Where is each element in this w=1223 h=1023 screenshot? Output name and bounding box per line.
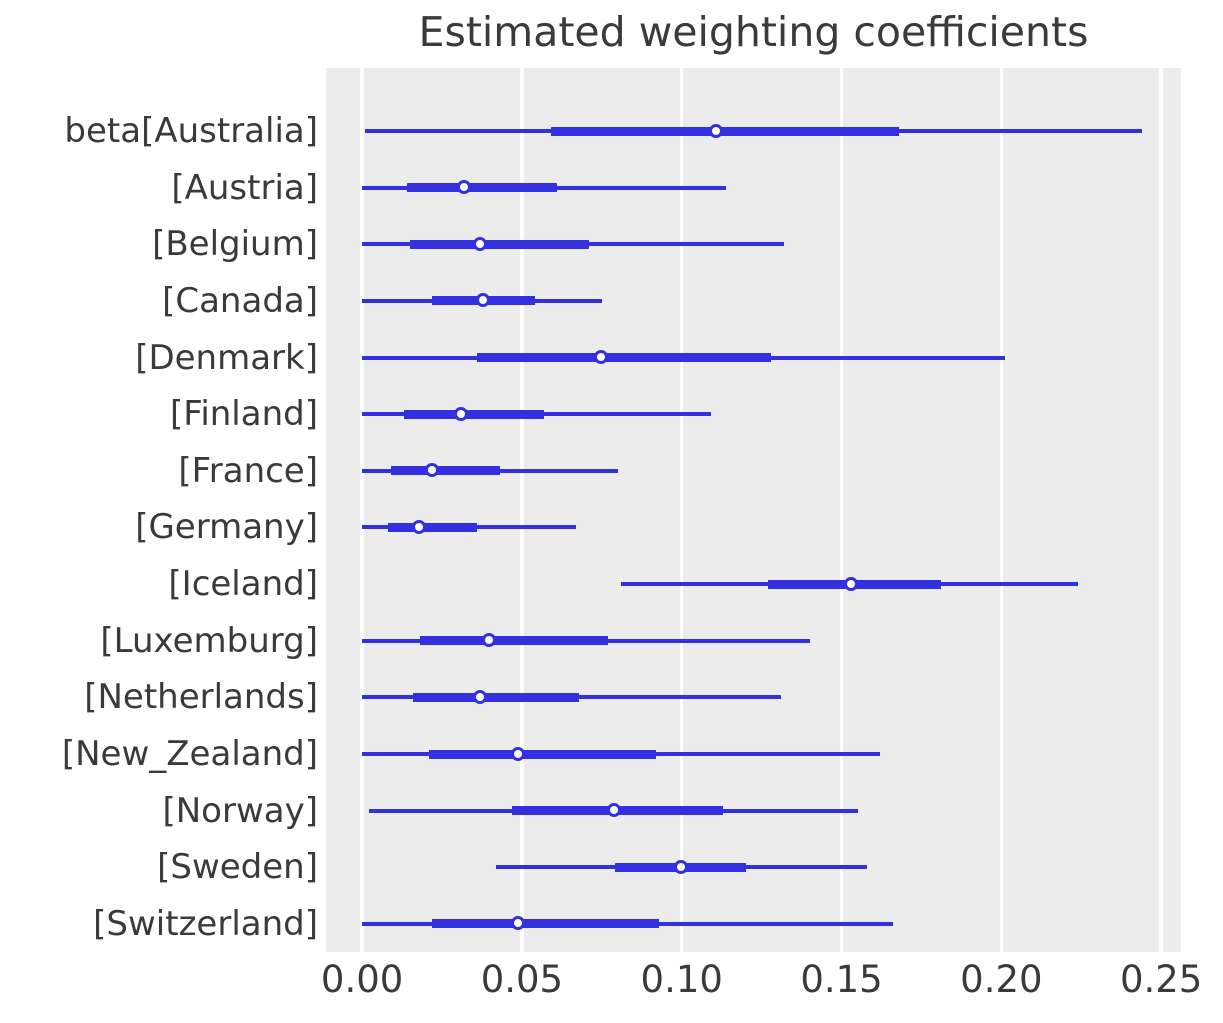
y-tick-label: [Canada] <box>162 280 318 321</box>
y-tick-label: [Finland] <box>169 394 318 435</box>
interval-inner-line <box>410 239 590 249</box>
point-estimate-marker <box>511 746 526 761</box>
point-estimate-marker <box>424 463 439 478</box>
plot-area <box>326 68 1181 952</box>
x-tick-label: 0.00 <box>320 958 404 1001</box>
point-estimate-marker <box>453 406 468 421</box>
point-estimate-marker <box>472 236 487 251</box>
gridline-0.15 <box>839 68 844 952</box>
y-tick-label: [Luxemburg] <box>100 620 318 661</box>
interval-inner-line <box>419 636 609 646</box>
point-estimate-marker <box>482 633 497 648</box>
point-estimate-marker <box>594 350 609 365</box>
point-estimate-marker <box>674 859 689 874</box>
x-tick-label: 0.20 <box>960 958 1043 1001</box>
interval-inner-line <box>406 183 558 193</box>
interval-inner-line <box>403 409 545 419</box>
x-tick-label: 0.15 <box>800 958 883 1001</box>
gridline-0.05 <box>520 68 524 952</box>
point-estimate-marker <box>456 180 471 195</box>
y-tick-label: [Switzerland] <box>93 903 318 944</box>
point-estimate-marker <box>607 803 622 818</box>
interval-inner-line <box>550 126 900 136</box>
y-tick-label: [Norway] <box>162 790 318 831</box>
gridline-0.10 <box>679 68 684 952</box>
point-estimate-marker <box>412 519 427 534</box>
y-tick-label: [Sweden] <box>157 847 318 888</box>
gridline-0.00 <box>360 68 364 952</box>
y-tick-label: [France] <box>178 450 318 491</box>
interval-inner-line <box>387 522 478 532</box>
y-tick-label: beta[Australia] <box>64 111 318 151</box>
chart-title: Estimated weighting coefficients <box>418 8 1089 56</box>
point-estimate-marker <box>709 123 724 138</box>
x-tick-label: 0.25 <box>1119 958 1203 1001</box>
gridline-0.20 <box>999 68 1004 952</box>
interval-inner-line <box>477 353 772 363</box>
interval-inner-line <box>413 692 580 702</box>
gridline-0.25 <box>1159 68 1163 952</box>
y-tick-label: [Belgium] <box>152 224 318 265</box>
interval-inner-line <box>390 466 500 476</box>
point-estimate-marker <box>511 916 526 931</box>
point-estimate-marker <box>476 293 491 308</box>
y-tick-label: [New_Zealand] <box>61 734 318 775</box>
y-tick-label: [Netherlands] <box>84 677 318 718</box>
interval-inner-line <box>429 749 657 759</box>
interval-inner-line <box>432 919 660 929</box>
x-tick-label: 0.05 <box>480 958 564 1001</box>
y-tick-label: [Germany] <box>135 507 318 548</box>
y-tick-label: [Austria] <box>171 167 318 208</box>
x-tick-label: 0.10 <box>640 958 723 1001</box>
y-tick-label: [Denmark] <box>135 337 318 378</box>
point-estimate-marker <box>843 576 858 591</box>
y-tick-label: [Iceland] <box>168 564 318 605</box>
point-estimate-marker <box>472 689 487 704</box>
